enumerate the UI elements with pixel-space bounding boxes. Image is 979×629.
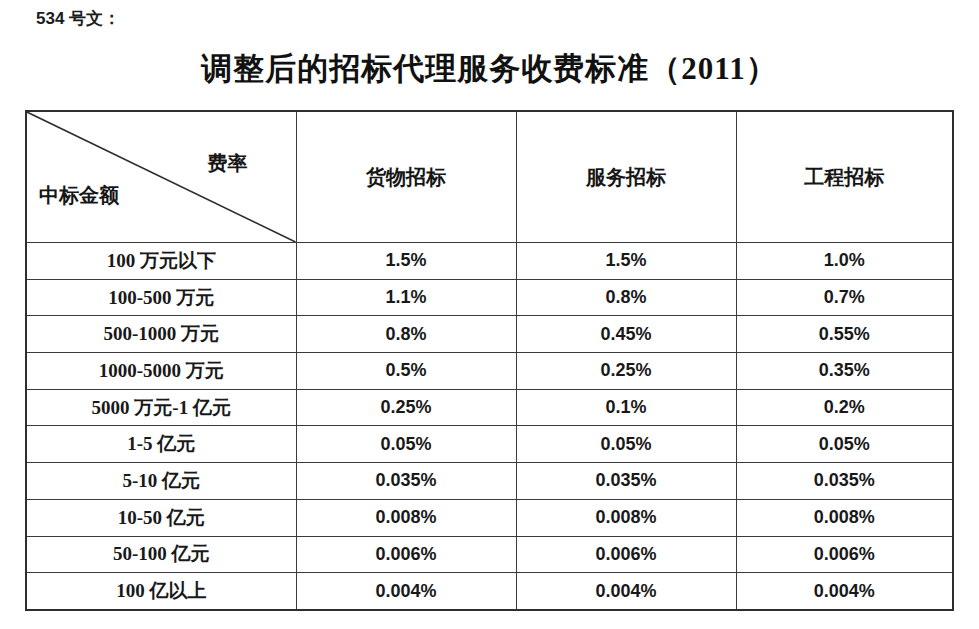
rate-cell: 0.008% bbox=[516, 499, 736, 536]
row-label: 100 亿以上 bbox=[26, 573, 296, 610]
row-label: 5-10 亿元 bbox=[26, 463, 296, 500]
corner-label-fee-rate: 费率 bbox=[208, 150, 248, 177]
rate-cell: 0.008% bbox=[736, 499, 953, 536]
rate-cell: 0.55% bbox=[736, 316, 953, 353]
table-row: 500-1000 万元 0.8% 0.45% 0.55% bbox=[26, 316, 953, 353]
table-row: 10-50 亿元 0.008% 0.008% 0.008% bbox=[26, 499, 953, 536]
rate-cell: 0.05% bbox=[296, 426, 516, 463]
rate-cell: 0.035% bbox=[296, 463, 516, 500]
diagonal-divider-line bbox=[27, 112, 296, 242]
row-label: 1000-5000 万元 bbox=[26, 353, 296, 390]
rate-cell: 0.05% bbox=[516, 426, 736, 463]
row-label: 100 万元以下 bbox=[26, 243, 296, 280]
rate-cell: 0.5% bbox=[296, 353, 516, 390]
rate-cell: 0.004% bbox=[516, 573, 736, 610]
rate-cell: 0.008% bbox=[296, 499, 516, 536]
corner-header-cell: 费率 中标金额 bbox=[26, 111, 296, 243]
rate-cell: 0.45% bbox=[516, 316, 736, 353]
doc-number-label: 534 号文： bbox=[36, 7, 120, 30]
table-row: 1-5 亿元 0.05% 0.05% 0.05% bbox=[26, 426, 953, 463]
rate-cell: 0.25% bbox=[516, 353, 736, 390]
table-row: 100 万元以下 1.5% 1.5% 1.0% bbox=[26, 243, 953, 280]
fee-rate-table: 费率 中标金额 货物招标 服务招标 工程招标 100 万元以下 1.5% 1.5… bbox=[25, 110, 954, 611]
rate-cell: 0.7% bbox=[736, 279, 953, 316]
table-row: 5-10 亿元 0.035% 0.035% 0.035% bbox=[26, 463, 953, 500]
rate-cell: 1.5% bbox=[296, 243, 516, 280]
table-row: 100 亿以上 0.004% 0.004% 0.004% bbox=[26, 573, 953, 610]
column-header-engineering: 工程招标 bbox=[736, 111, 953, 243]
table-row: 50-100 亿元 0.006% 0.006% 0.006% bbox=[26, 536, 953, 573]
rate-cell: 1.0% bbox=[736, 243, 953, 280]
rate-cell: 0.1% bbox=[516, 389, 736, 426]
rate-cell: 0.006% bbox=[296, 536, 516, 573]
rate-cell: 0.006% bbox=[516, 536, 736, 573]
rate-cell: 0.8% bbox=[516, 279, 736, 316]
row-label: 100-500 万元 bbox=[26, 279, 296, 316]
rate-cell: 0.05% bbox=[736, 426, 953, 463]
rate-cell: 0.8% bbox=[296, 316, 516, 353]
rate-cell: 0.2% bbox=[736, 389, 953, 426]
rate-cell: 0.035% bbox=[516, 463, 736, 500]
rate-cell: 0.004% bbox=[736, 573, 953, 610]
rate-cell: 0.006% bbox=[736, 536, 953, 573]
row-label: 1-5 亿元 bbox=[26, 426, 296, 463]
rate-cell: 0.035% bbox=[736, 463, 953, 500]
rate-cell: 0.25% bbox=[296, 389, 516, 426]
corner-label-bid-amount: 中标金额 bbox=[39, 182, 119, 209]
table-row: 1000-5000 万元 0.5% 0.25% 0.35% bbox=[26, 353, 953, 390]
row-label: 10-50 亿元 bbox=[26, 499, 296, 536]
table-row: 5000 万元-1 亿元 0.25% 0.1% 0.2% bbox=[26, 389, 953, 426]
column-header-goods: 货物招标 bbox=[296, 111, 516, 243]
rate-cell: 1.1% bbox=[296, 279, 516, 316]
row-label: 5000 万元-1 亿元 bbox=[26, 389, 296, 426]
header-row: 费率 中标金额 货物招标 服务招标 工程招标 bbox=[26, 111, 953, 243]
page-title: 调整后的招标代理服务收费标准（2011） bbox=[0, 48, 979, 90]
row-label: 50-100 亿元 bbox=[26, 536, 296, 573]
rate-cell: 0.35% bbox=[736, 353, 953, 390]
column-header-services: 服务招标 bbox=[516, 111, 736, 243]
table-row: 100-500 万元 1.1% 0.8% 0.7% bbox=[26, 279, 953, 316]
row-label: 500-1000 万元 bbox=[26, 316, 296, 353]
rate-cell: 1.5% bbox=[516, 243, 736, 280]
rate-cell: 0.004% bbox=[296, 573, 516, 610]
